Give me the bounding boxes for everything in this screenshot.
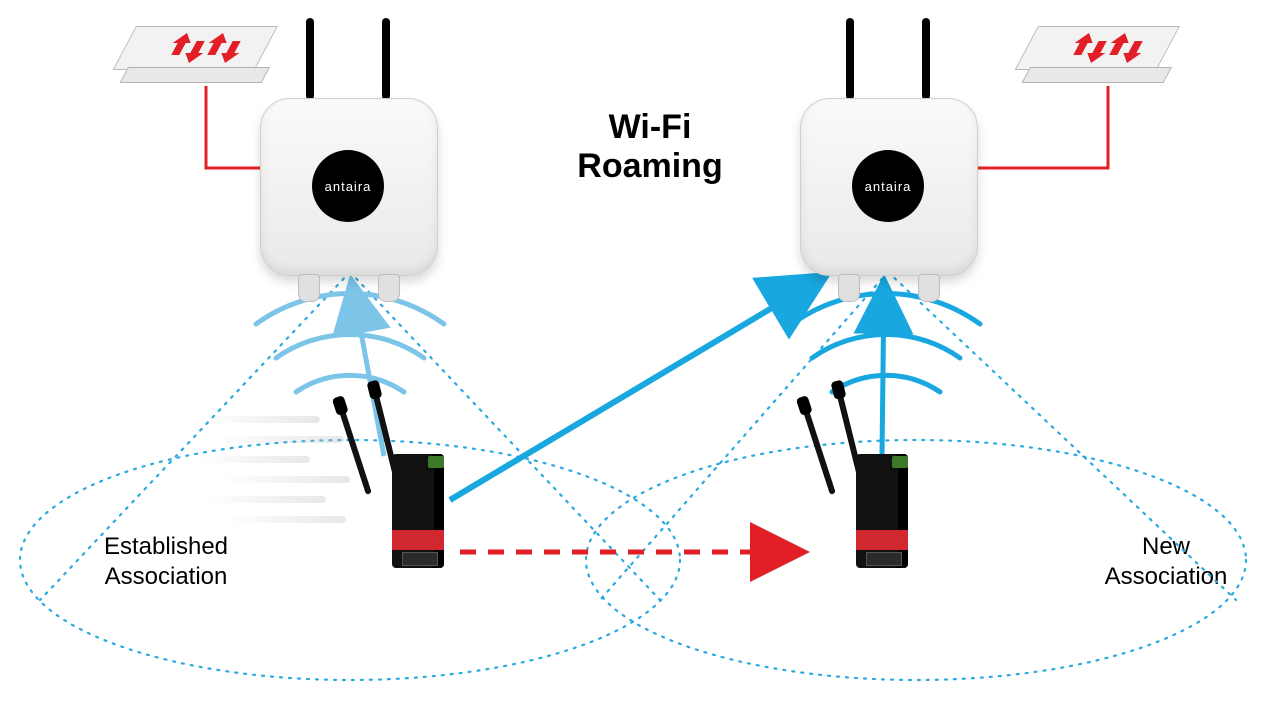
ap-logo: antaira xyxy=(852,150,924,222)
switch-left xyxy=(136,26,276,86)
vector-layer xyxy=(0,0,1280,720)
antenna-icon xyxy=(382,18,390,100)
diagram-canvas: { "title": { "line1": "Wi-Fi", "line2": … xyxy=(0,0,1280,720)
antenna-icon xyxy=(306,18,314,100)
antenna-icon xyxy=(922,18,930,100)
client-device-left xyxy=(336,410,456,580)
wifi-waves-left xyxy=(256,293,444,392)
antenna-icon xyxy=(336,402,371,495)
cable-right xyxy=(976,86,1108,168)
client-device-right xyxy=(800,410,920,580)
access-point-right: antaira xyxy=(800,88,976,298)
cable-left xyxy=(206,86,268,168)
switch-right xyxy=(1038,26,1178,86)
antenna-icon xyxy=(846,18,854,100)
ap-logo: antaira xyxy=(312,150,384,222)
arrow-diagonal xyxy=(450,278,822,500)
access-point-left: antaira xyxy=(260,88,436,298)
antenna-icon xyxy=(800,402,835,495)
